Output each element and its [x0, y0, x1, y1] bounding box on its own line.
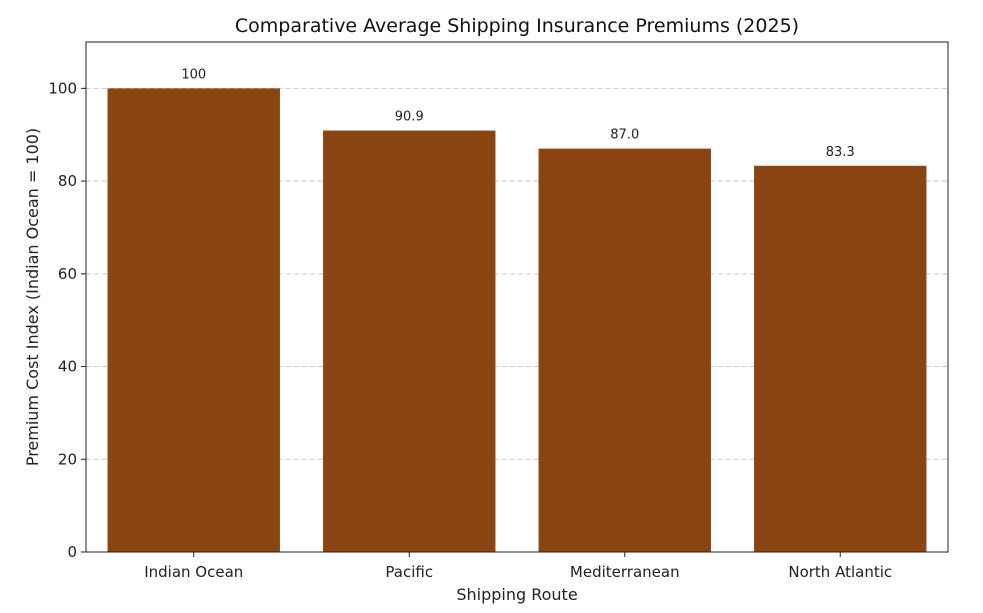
y-tick-label: 20: [58, 450, 77, 468]
x-tick-label: Pacific: [385, 563, 433, 581]
y-tick-label: 80: [58, 172, 77, 190]
bar-pacific: [323, 130, 496, 552]
bar-mediterranean: [538, 148, 711, 553]
y-tick-label: 40: [58, 358, 77, 376]
data-label: 87.0: [610, 128, 639, 143]
x-tick-label: North Atlantic: [788, 563, 892, 581]
y-tick-label: 60: [58, 265, 77, 283]
plot-frame: [85, 41, 949, 553]
y-tick-label: 0: [67, 543, 77, 561]
bar-north-atlantic: [754, 165, 927, 553]
data-label: 83.3: [826, 145, 855, 160]
bar-indian-ocean: [107, 88, 280, 552]
chart-title: Comparative Average Shipping Insurance P…: [235, 15, 799, 37]
y-tick-label: 100: [48, 79, 77, 97]
x-tick-label: Indian Ocean: [144, 563, 243, 581]
y-axis-label: Premium Cost Index (Indian Ocean = 100): [23, 128, 42, 466]
x-axis-ticks: Indian Ocean Pacific Mediterranean North At…: [144, 552, 892, 581]
x-tick-label: Mediterranean: [570, 563, 680, 581]
bars: [107, 88, 927, 553]
data-labels: 100 90.9 87.0 83.3: [181, 67, 854, 159]
y-axis-ticks: 0 20 40 60 80 100: [48, 79, 86, 561]
x-axis-label: Shipping Route: [456, 585, 577, 604]
data-label: 90.9: [395, 110, 424, 125]
data-label: 100: [181, 67, 206, 82]
